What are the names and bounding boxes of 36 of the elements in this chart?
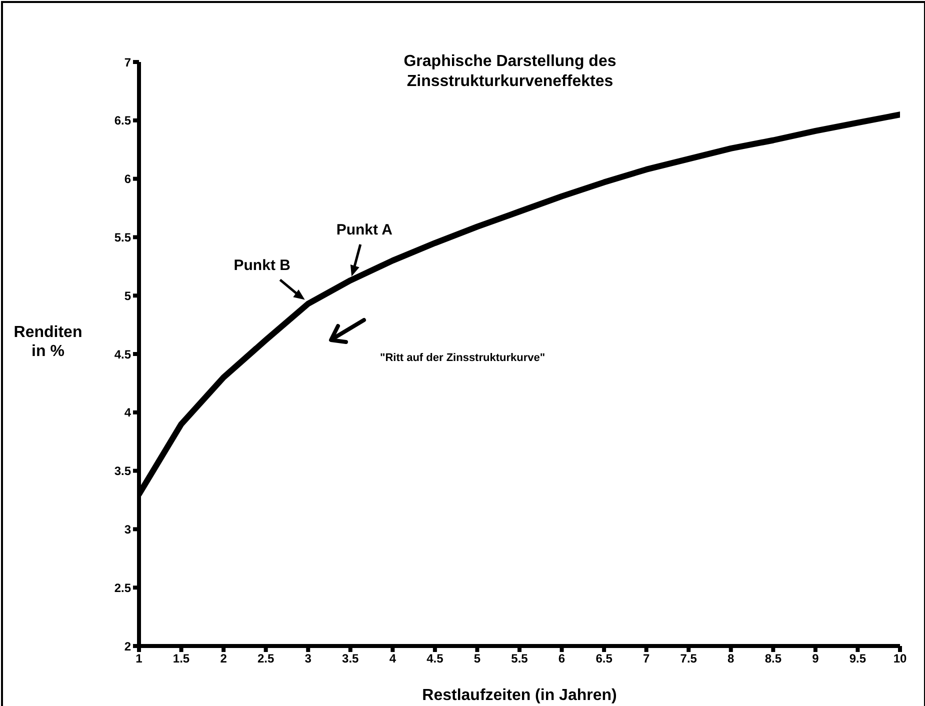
x-tick-label: 5.5 (511, 652, 528, 666)
y-tick-label: 4 (124, 406, 132, 420)
y-tick-label: 3 (124, 522, 132, 536)
x-tick-label: 9 (812, 652, 820, 666)
y-axis-title: Renditen in % (14, 324, 82, 360)
y-tick-label: 6 (124, 172, 132, 186)
x-tick-label: 4 (389, 652, 396, 666)
y-tick-label: 2.5 (114, 580, 132, 595)
y-tick-label: 5 (124, 288, 132, 303)
x-tick-label: 1.5 (172, 652, 190, 666)
chart-title: Graphische Darstellung des Zinsstrukturkurveneffektes (402, 52, 618, 92)
x-tick-label: 10 (893, 652, 907, 666)
x-tick-label: 7 (642, 652, 650, 666)
annotation: Punkt A (336, 221, 393, 238)
x-tick-label: 3 (304, 652, 312, 666)
x-tick-label: 9.5 (849, 652, 866, 666)
y-tick-label: 4.5 (114, 347, 132, 362)
x-axis-title: Restlaufzeiten (in Jahren) (422, 687, 617, 704)
x-tick-label: 6 (558, 652, 566, 666)
annotation: Punkt B (234, 256, 291, 274)
x-tick-label: 6.5 (596, 652, 613, 666)
x-tick-label: 2.5 (257, 652, 274, 666)
y-tick-label: 7 (124, 55, 132, 70)
x-tick-label: 8 (728, 652, 735, 666)
x-tick-label: 1 (136, 652, 143, 666)
x-tick-label: 2 (220, 652, 228, 666)
x-tick-label: 5 (474, 652, 481, 666)
y-tick-label: 3.5 (114, 464, 132, 478)
y-tick-label: 5.5 (114, 230, 132, 244)
x-tick-label: 7.5 (680, 652, 698, 666)
x-tick-label: 8.5 (764, 652, 782, 666)
y-tick-label: 2 (124, 639, 132, 654)
y-tick-label: 6.5 (114, 114, 132, 128)
x-tick-label: 3.5 (342, 652, 360, 666)
annotation: "Ritt auf der Zinsstrukturkurve" (380, 352, 546, 364)
x-tick-label: 4.5 (426, 652, 444, 666)
